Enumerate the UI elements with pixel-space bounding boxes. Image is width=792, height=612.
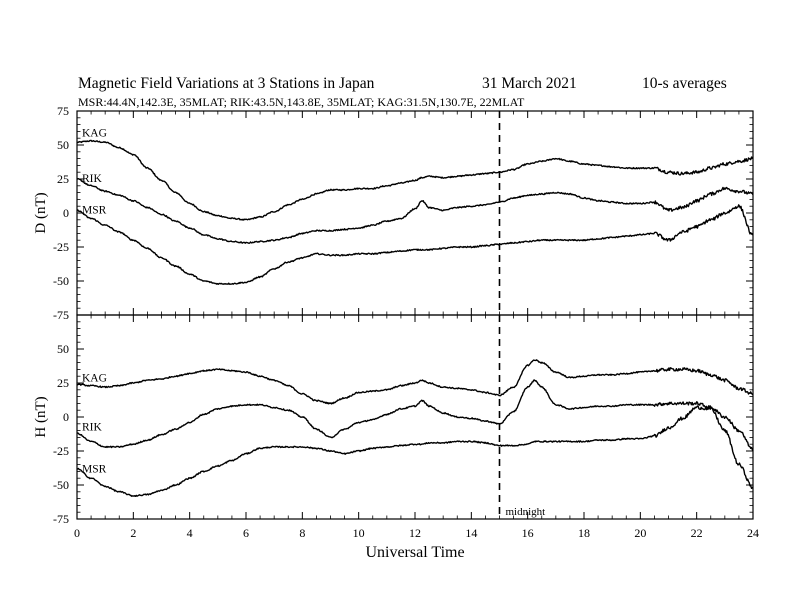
y-tick-label: 25 [57, 376, 69, 390]
series-line-rik [76, 379, 754, 452]
y-tick-label: -50 [53, 478, 69, 492]
x-tick-label: 18 [578, 526, 590, 540]
x-tick-label: 8 [299, 526, 305, 540]
x-axis-label: Universal Time [365, 544, 464, 561]
series-line-msr [76, 204, 754, 285]
x-tick-label: 12 [409, 526, 421, 540]
series-label-msr: MSR [82, 204, 107, 216]
midnight-label: midnight [506, 506, 546, 518]
series-label-rik: RIK [82, 421, 103, 433]
y-tick-label: 0 [63, 410, 69, 424]
y-tick-label: 0 [63, 206, 69, 220]
series-line-msr [76, 405, 754, 497]
x-tick-label: 14 [465, 526, 477, 540]
series-label-rik: RIK [82, 173, 103, 185]
station-coordinates: MSR:44.4N,142.3E, 35MLAT; RIK:43.5N,143.… [78, 95, 525, 109]
y-tick-label: -50 [53, 274, 69, 288]
series-line-kag [76, 139, 754, 221]
x-tick-label: 10 [353, 526, 365, 540]
series-label-msr: MSR [82, 464, 107, 476]
series-line-rik [76, 177, 754, 245]
data-series [76, 139, 754, 497]
series-labels: KAG RIK MSR KAG RIK MSR [82, 127, 107, 475]
chart-title: Magnetic Field Variations at 3 Stations … [78, 75, 375, 92]
x-tick-label: 16 [522, 526, 534, 540]
h-panel-frame [76, 314, 754, 520]
series-label-kag: KAG [82, 127, 107, 139]
x-tick-label: 20 [634, 526, 646, 540]
x-tick-label: 6 [243, 526, 249, 540]
x-tick-label: 22 [691, 526, 703, 540]
series-label-kag: KAG [82, 372, 107, 384]
x-tick-label: 0 [74, 526, 80, 540]
y-tick-label: -75 [53, 512, 69, 526]
chart-averaging: 10-s averages [642, 75, 727, 92]
chart-date: 31 March 2021 [482, 75, 577, 92]
y-tick-label: 75 [57, 104, 69, 118]
d-axis-label: D (nT) [33, 192, 49, 233]
d-panel-frame [76, 110, 754, 316]
y-tick-label: -25 [53, 240, 69, 254]
y-tick-label: 25 [57, 172, 69, 186]
y-tick-label: 50 [57, 138, 69, 152]
x-tick-label: 24 [747, 526, 759, 540]
y-tick-label: -75 [53, 308, 69, 322]
y-tick-label: -25 [53, 444, 69, 458]
x-tick-label: 4 [187, 526, 193, 540]
y-tick-label: 50 [57, 342, 69, 356]
x-tick-label: 2 [130, 526, 136, 540]
h-axis-label: H (nT) [33, 396, 49, 437]
series-line-kag [76, 359, 754, 405]
